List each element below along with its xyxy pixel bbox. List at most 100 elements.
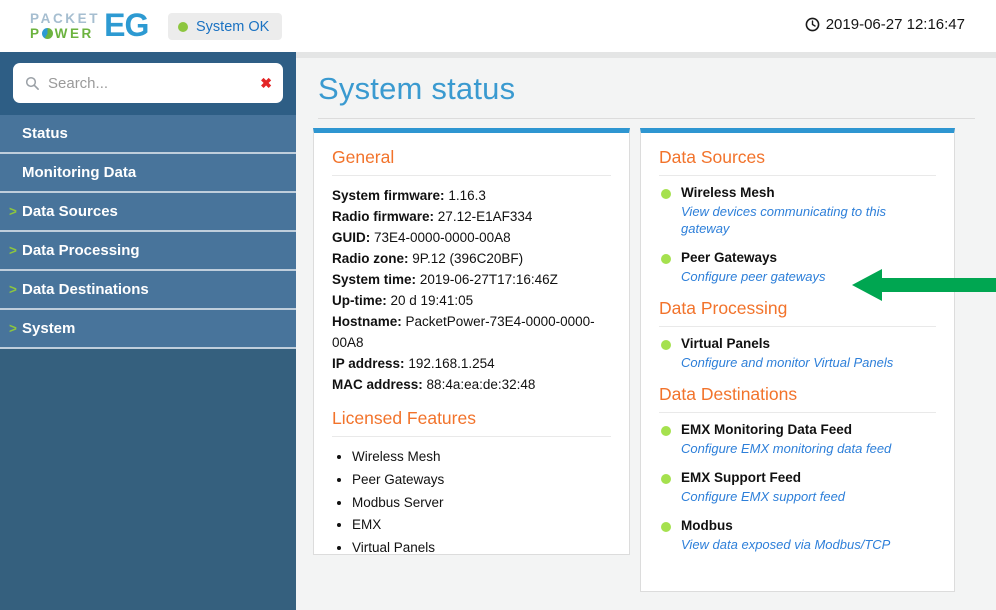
sidebar-item-label: Monitoring Data: [22, 164, 137, 181]
search-icon: [25, 76, 39, 90]
sidebar: ✖ Status Monitoring Data > Data Sources > Dat…: [0, 52, 296, 610]
status-sections: Data Sources Wireless Mesh View devices co…: [659, 147, 936, 553]
status-item-link[interactable]: Configure EMX monitoring data feed: [681, 441, 892, 456]
status-item-title: Peer Gateways: [681, 250, 778, 265]
licensed-features-list: Wireless MeshPeer GatewaysModbus ServerE…: [336, 446, 611, 554]
header-clock: 2019-06-27 12:16:47: [805, 16, 965, 33]
search-box: ✖: [13, 63, 283, 103]
status-item-link[interactable]: Configure peer gateways: [681, 269, 826, 284]
field-value: 20 d 19:41:05: [390, 293, 474, 308]
status-item-body: Virtual Panels Configure and monitor Virt…: [681, 336, 893, 371]
logo-wordmark: PACKET P WER: [30, 11, 100, 41]
page-title: System status: [318, 71, 516, 106]
section-heading: Data Sources: [659, 147, 766, 167]
field-label: MAC address:: [332, 377, 423, 392]
clock-icon: [805, 17, 820, 32]
logo-letters-wer: WER: [54, 25, 94, 41]
field-label: GUID:: [332, 230, 371, 245]
licensed-feature-emx: EMX: [352, 514, 611, 537]
status-ok-dot-icon: [661, 426, 671, 436]
divider: [659, 326, 936, 327]
status-item-wireless-mesh: Wireless Mesh View devices communicating …: [659, 185, 936, 237]
general-field-system-firmware-: System firmware: 1.16.3: [332, 185, 611, 206]
sidebar-item-data-destinations[interactable]: > Data Destinations: [0, 271, 296, 310]
title-divider: [318, 118, 975, 119]
field-value: 73E4-0000-0000-00A8: [374, 230, 511, 245]
sidebar-item-data-processing[interactable]: > Data Processing: [0, 232, 296, 271]
logo-product-eg: EG: [104, 7, 149, 43]
status-item-body: Modbus View data exposed via Modbus/TCP: [681, 518, 890, 553]
status-item-title: Virtual Panels: [681, 336, 771, 351]
current-datetime: 2019-06-27 12:16:47: [825, 16, 965, 33]
sidebar-nav: Status Monitoring Data > Data Sources > Data …: [0, 115, 296, 349]
chevron-right-icon: >: [9, 242, 17, 258]
status-item-peer-gateways: Peer Gateways Configure peer gateways: [659, 250, 936, 285]
sidebar-item-label: Data Destinations: [22, 281, 149, 298]
field-value: PacketPower-73E4-0000-0000-00A8: [332, 314, 595, 350]
general-field-ip-address-: IP address: 192.168.1.254: [332, 353, 611, 374]
status-item-link[interactable]: View devices communicating to this gatew…: [681, 204, 886, 236]
general-field-guid-: GUID: 73E4-0000-0000-00A8: [332, 227, 611, 248]
status-section-data-processing: Data Processing Virtual Panels Configure a…: [659, 298, 936, 371]
status-section-data-sources: Data Sources Wireless Mesh View devices co…: [659, 147, 936, 285]
status-ok-dot-icon: [661, 254, 671, 264]
field-label: Up-time:: [332, 293, 387, 308]
divider: [332, 175, 611, 176]
sidebar-search-region: ✖: [0, 52, 296, 115]
status-ok-dot-icon: [661, 522, 671, 532]
status-ok-dot-icon: [178, 21, 188, 32]
chevron-right-icon: >: [9, 281, 17, 297]
main-content: System status General System firmware: 1…: [296, 52, 996, 610]
licensed-feature-virtual-panels: Virtual Panels: [352, 537, 611, 554]
general-fields: System firmware: 1.16.3 Radio firmware: 2…: [332, 185, 611, 395]
status-ok-dot-icon: [661, 340, 671, 350]
divider: [332, 436, 611, 437]
field-label: System time:: [332, 272, 417, 287]
search-input[interactable]: [48, 74, 253, 92]
field-value: 27.12-E1AF334: [437, 209, 533, 224]
general-field-radio-zone-: Radio zone: 9P.12 (396C20BF): [332, 248, 611, 269]
divider: [659, 175, 936, 176]
general-field-mac-address-: MAC address: 88:4a:ea:de:32:48: [332, 374, 611, 395]
status-item-body: Wireless Mesh View devices communicating …: [681, 185, 936, 237]
sidebar-item-label: Data Processing: [22, 242, 140, 259]
field-label: Hostname:: [332, 314, 402, 329]
sidebar-item-status[interactable]: Status: [0, 115, 296, 154]
status-badge-label: System OK: [196, 18, 270, 35]
status-ok-dot-icon: [661, 189, 671, 199]
sidebar-item-monitoring-data[interactable]: Monitoring Data: [0, 154, 296, 193]
status-item-link[interactable]: Configure EMX support feed: [681, 489, 846, 504]
system-status-badge[interactable]: System OK: [168, 13, 283, 40]
field-value: 88:4a:ea:de:32:48: [426, 377, 536, 392]
status-panel: Data Sources Wireless Mesh View devices co…: [640, 128, 955, 592]
status-item-virtual-panels: Virtual Panels Configure and monitor Virt…: [659, 336, 936, 371]
status-item-body: EMX Support Feed Configure EMX support fe…: [681, 470, 845, 505]
section-heading: Data Processing: [659, 298, 788, 318]
field-value: 1.16.3: [448, 188, 486, 203]
logo-globe-icon: [41, 27, 53, 39]
general-panel: General System firmware: 1.16.3 Radio fir…: [313, 128, 630, 555]
field-label: System firmware:: [332, 188, 445, 203]
sidebar-item-data-sources[interactable]: > Data Sources: [0, 193, 296, 232]
clear-search-icon[interactable]: ✖: [260, 75, 272, 91]
sidebar-item-label: Status: [22, 125, 68, 142]
status-item-link[interactable]: Configure and monitor Virtual Panels: [681, 355, 894, 370]
sidebar-item-system[interactable]: > System: [0, 310, 296, 349]
sidebar-item-label: System: [22, 320, 76, 337]
sidebar-item-label: Data Sources: [22, 203, 118, 220]
section-heading: Data Destinations: [659, 384, 798, 404]
licensed-feature-modbus-server: Modbus Server: [352, 492, 611, 515]
divider: [659, 412, 936, 413]
status-ok-dot-icon: [661, 474, 671, 484]
status-item-link[interactable]: View data exposed via Modbus/TCP: [681, 537, 891, 552]
chevron-right-icon: >: [9, 320, 17, 336]
general-field-up-time-: Up-time: 20 d 19:41:05: [332, 290, 611, 311]
status-item-title: EMX Support Feed: [681, 470, 802, 485]
status-item-emx-support-feed: EMX Support Feed Configure EMX support fe…: [659, 470, 936, 505]
status-item-emx-monitoring-data-feed: EMX Monitoring Data Feed Configure EMX mo…: [659, 422, 936, 457]
general-field-hostname-: Hostname: PacketPower-73E4-0000-0000-00A…: [332, 311, 611, 353]
field-label: Radio firmware:: [332, 209, 435, 224]
licensed-feature-peer-gateways: Peer Gateways: [352, 469, 611, 492]
field-label: Radio zone:: [332, 251, 409, 266]
status-item-title: Wireless Mesh: [681, 185, 775, 200]
